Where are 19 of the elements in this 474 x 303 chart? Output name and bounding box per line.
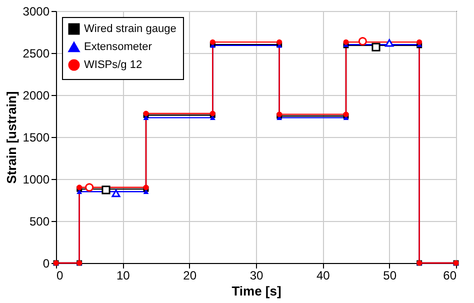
y-tick-label: 2000 [22, 88, 50, 102]
y-tick-label: 1500 [22, 130, 50, 144]
y-tick-label: 0 [42, 256, 50, 270]
x-tick-label: 30 [250, 268, 264, 282]
legend-label: WISPs/g 12 [84, 59, 142, 71]
x-axis-title: Time [s] [232, 284, 282, 298]
y-tick-label: 2500 [22, 46, 50, 60]
y-tick-label: 1000 [22, 172, 50, 186]
y-tick-label: 3000 [22, 4, 50, 18]
y-tick-label: 500 [29, 214, 50, 228]
y-axis-title: Strain [ustrain] [4, 91, 19, 184]
x-tick-label: 20 [183, 268, 197, 282]
legend-label: Wired strain gauge [84, 23, 176, 35]
x-tick-label: 60 [443, 268, 457, 282]
x-tick-label: 0 [56, 268, 64, 282]
legend-label: Extensometer [84, 41, 152, 53]
x-tick-label: 40 [316, 268, 330, 282]
x-tick-label: 10 [116, 268, 130, 282]
x-tick-label: 50 [383, 268, 397, 282]
